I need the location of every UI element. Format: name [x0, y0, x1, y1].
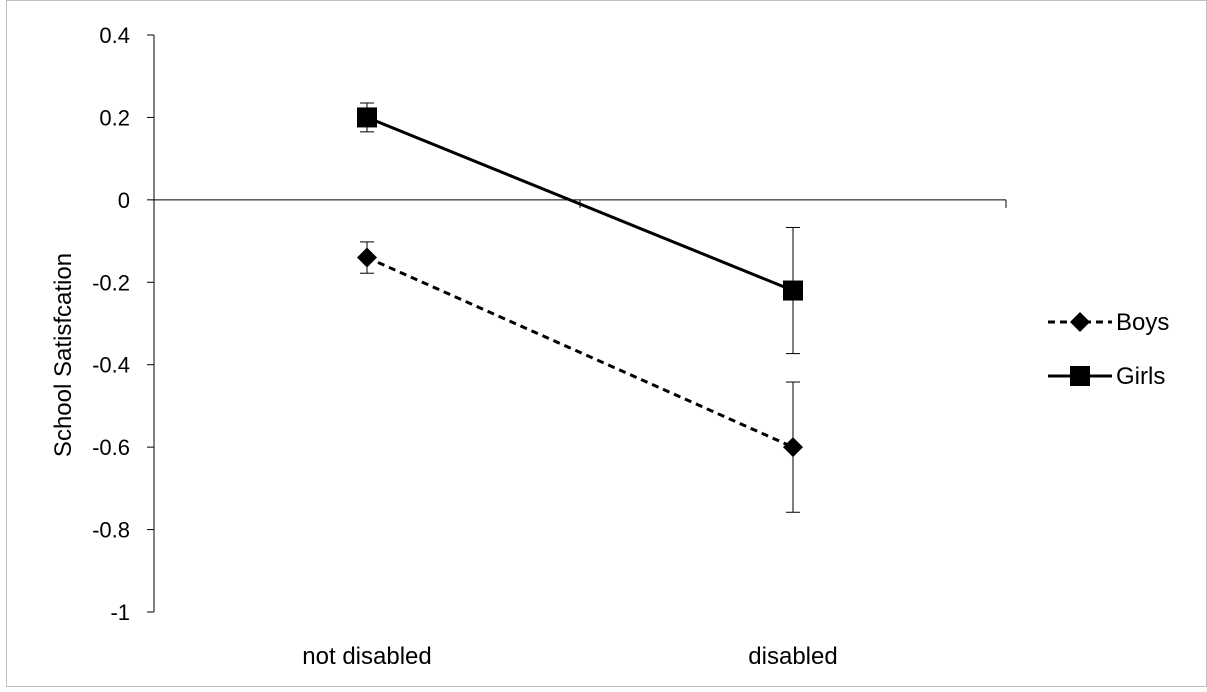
legend-girls-label: Girls	[1116, 363, 1165, 390]
y-tick-label: -0.2	[92, 270, 130, 295]
legend-boys-label: Boys	[1116, 309, 1169, 336]
y-tick-label: 0.4	[99, 23, 130, 48]
chart-border	[6, 0, 1207, 687]
boys-data-point	[357, 247, 377, 268]
y-axis-title: School Satisfcation	[50, 253, 77, 457]
boys-data-point	[783, 437, 803, 458]
boys-series-line	[366, 256, 794, 449]
legend-item-boys: Boys	[1048, 309, 1169, 336]
y-tick-label: -0.4	[92, 353, 130, 378]
legend-boys-marker	[1070, 312, 1090, 332]
y-tick-label: 0	[118, 188, 130, 213]
y-tick-label: -0.6	[92, 435, 130, 460]
y-tick-label: -0.8	[92, 518, 130, 543]
legend-girls-marker	[1070, 366, 1090, 386]
girls-data-point	[783, 280, 803, 301]
girls-series-line	[366, 116, 794, 292]
x-category-label: not disabled	[302, 643, 431, 670]
x-category-label: disabled	[748, 643, 837, 670]
y-tick-label: -1	[110, 600, 130, 625]
legend-item-girls: Girls	[1048, 363, 1165, 390]
y-tick-label: 0.2	[99, 105, 130, 130]
girls-data-point	[357, 107, 377, 128]
